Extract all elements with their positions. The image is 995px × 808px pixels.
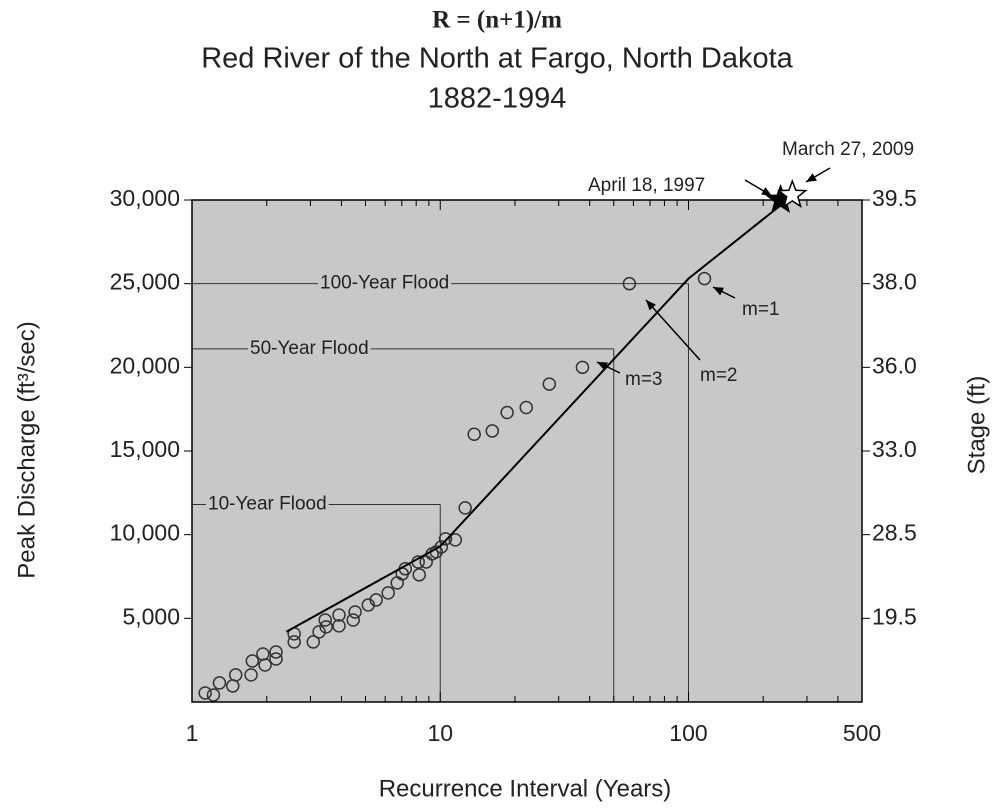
data-point — [332, 608, 346, 622]
data-point — [206, 688, 221, 702]
arrow-head — [713, 287, 724, 296]
flood-label-bg — [318, 272, 452, 294]
annotation: m=1 — [742, 299, 780, 320]
data-point — [245, 654, 260, 668]
y2-tick-label: 38.0 — [872, 269, 917, 295]
y2-tick-label: 33.0 — [872, 436, 917, 462]
y2-tick-label: 39.5 — [872, 185, 917, 211]
arrow-head — [761, 187, 772, 196]
y-tick-label: 20,000 — [110, 352, 180, 378]
y-tick-label: 30,000 — [110, 185, 180, 211]
data-point — [622, 276, 637, 291]
data-point — [318, 613, 332, 627]
flood-label: 50-Year Flood — [250, 338, 369, 359]
flood-label-bg — [248, 337, 371, 359]
data-point — [542, 377, 557, 391]
data-point — [244, 668, 258, 682]
event-label: April 18, 1997 — [588, 175, 705, 196]
data-point — [448, 533, 463, 547]
y-tick-label: 5,000 — [122, 603, 180, 629]
flood-label-bg — [206, 493, 329, 515]
y-tick-label: 15,000 — [110, 436, 180, 462]
y2-axis-label: Stage (ft) — [963, 376, 990, 475]
data-point — [369, 593, 383, 607]
x-axis-label: Recurrence Interval (Years) — [379, 775, 672, 802]
data-point — [346, 613, 360, 627]
y2-tick-label: 36.0 — [872, 352, 917, 378]
data-point — [332, 619, 346, 633]
event-label: March 27, 2009 — [782, 139, 914, 160]
data-point — [198, 686, 212, 700]
data-point — [258, 658, 272, 672]
data-point — [500, 405, 514, 420]
flood-label: 100-Year Flood — [320, 273, 449, 294]
data-point — [306, 635, 321, 649]
chart-title: Red River of the North at Fargo, North D… — [201, 43, 793, 75]
x-tick-label: 10 — [427, 720, 453, 746]
x-tick-label: 100 — [669, 720, 707, 746]
data-point — [269, 645, 283, 659]
plot-area — [192, 200, 862, 702]
annotation: m=2 — [700, 365, 738, 386]
y2-tick-label: 19.5 — [872, 603, 917, 629]
trend-line — [285, 199, 788, 633]
arrow-head — [806, 173, 817, 182]
chart-subtitle: 1882-1994 — [428, 83, 567, 115]
arrow-head — [597, 362, 608, 371]
data-point — [287, 635, 301, 649]
data-point — [269, 652, 283, 666]
arrow-shaft — [645, 299, 701, 361]
data-point — [312, 625, 326, 639]
data-point — [381, 586, 395, 600]
y-axis-label: Peak Discharge (ft³/sec) — [13, 321, 40, 578]
data-point — [467, 427, 481, 442]
y2-tick-label: 28.5 — [872, 520, 917, 546]
data-point — [319, 620, 333, 634]
arrow-head — [646, 300, 656, 311]
data-point — [458, 501, 472, 515]
data-point — [485, 424, 500, 438]
data-point — [434, 540, 449, 554]
y-tick-label: 25,000 — [110, 269, 180, 295]
data-point — [212, 676, 227, 690]
flood-label: 10-Year Flood — [208, 494, 327, 515]
formula: R = (n+1)/m — [432, 7, 562, 34]
plot-frame — [191, 199, 863, 703]
x-tick-label: 500 — [843, 720, 881, 746]
data-point — [575, 360, 590, 375]
data-point — [697, 271, 712, 286]
annotation: m=3 — [625, 369, 663, 390]
data-point — [348, 605, 362, 619]
event-star — [776, 178, 808, 209]
data-point — [519, 400, 533, 415]
y-tick-label: 10,000 — [110, 520, 180, 546]
data-point — [438, 532, 453, 546]
data-point — [412, 568, 426, 582]
data-point — [228, 668, 243, 682]
x-tick-label: 1 — [186, 720, 199, 746]
